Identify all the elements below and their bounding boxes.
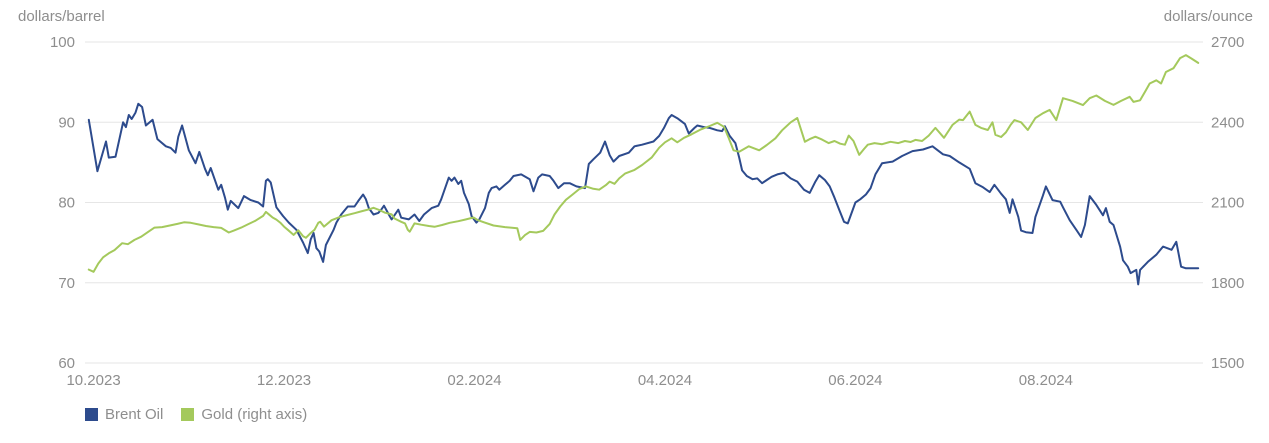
right-axis-tick-label: 2100 <box>1211 195 1244 212</box>
right-axis-tick-labels: 2700 2400 2100 1800 1500 <box>1211 34 1244 372</box>
legend-swatch <box>85 408 98 421</box>
right-axis-tick-label: 2400 <box>1211 114 1244 131</box>
right-axis-tick-label: 1800 <box>1211 275 1244 292</box>
x-axis-tick-label: 06.2024 <box>828 372 882 389</box>
left-axis-tick-label: 60 <box>58 355 75 372</box>
legend-item: Brent Oil <box>85 406 163 423</box>
right-axis-title: dollars/ounce <box>1163 8 1253 25</box>
legend-label: Gold (right axis) <box>201 406 308 423</box>
x-axis-tick-label: 04.2024 <box>638 372 692 389</box>
left-axis-tick-label: 100 <box>50 34 75 51</box>
x-axis-tick-label: 02.2024 <box>447 372 501 389</box>
x-axis-tick-labels: 10.2023 12.2023 02.2024 04.2024 06.2024 08.20… <box>66 372 1073 389</box>
left-axis-tick-label: 90 <box>58 114 75 131</box>
legend-swatch <box>181 408 195 421</box>
chart-series-lines <box>87 54 1200 286</box>
right-axis-tick-label: 1500 <box>1211 355 1244 372</box>
left-axis-title: dollars/barrel <box>18 8 105 25</box>
chart-legend: Brent Oil Gold (right axis) <box>85 406 307 423</box>
left-axis-tick-label: 70 <box>58 275 75 292</box>
x-axis-tick-label: 10.2023 <box>66 372 120 389</box>
legend-item: Gold (right axis) <box>181 406 307 423</box>
series-line-gold-right-axis <box>87 54 1200 273</box>
legend-label: Brent Oil <box>105 406 164 423</box>
x-axis-tick-label: 08.2024 <box>1019 372 1073 389</box>
gridlines <box>85 41 1203 364</box>
series-line-brent-oil <box>87 102 1200 286</box>
left-axis-tick-labels: 100 90 80 70 60 <box>50 34 75 372</box>
right-axis-tick-label: 2700 <box>1211 34 1244 51</box>
left-axis-tick-label: 80 <box>58 195 75 212</box>
x-axis-tick-label: 12.2023 <box>257 372 311 389</box>
